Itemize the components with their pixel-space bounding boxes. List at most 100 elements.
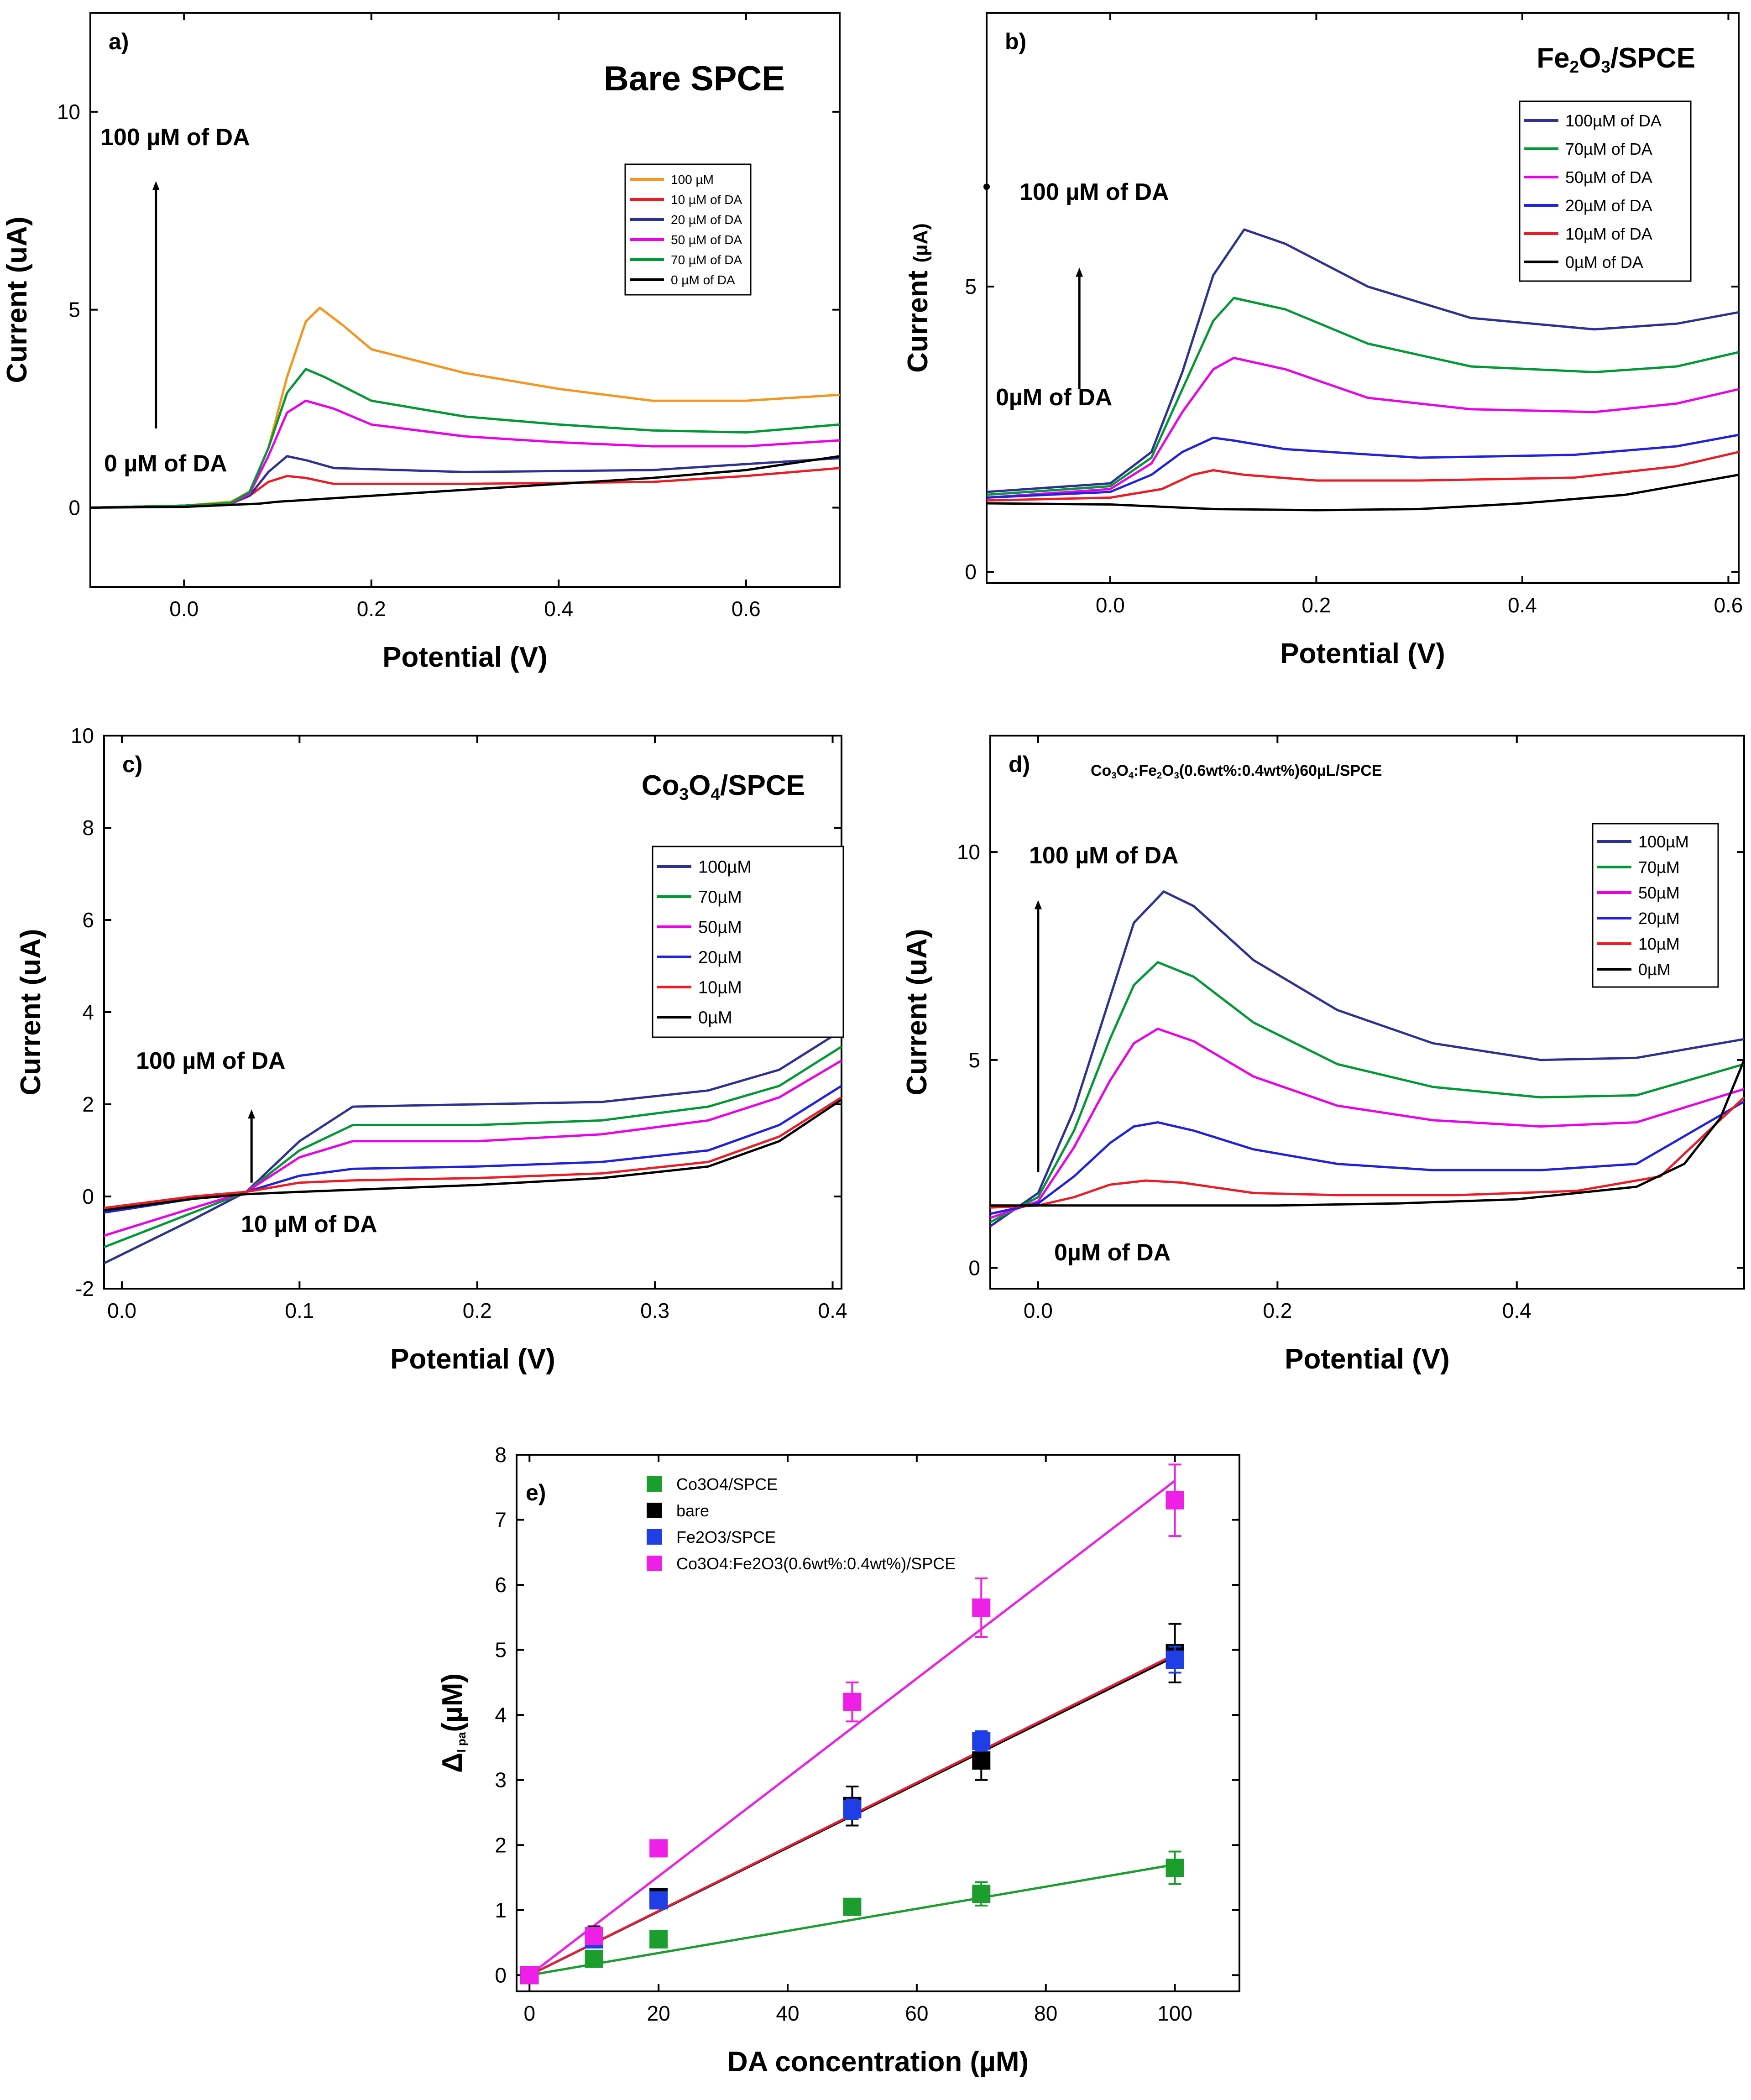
y-axis-title: Current (uA): [15, 929, 47, 1095]
title-part: (0.6wt%:0.4wt%)60µL/SPCE: [1179, 762, 1382, 779]
panel-title: Co3O4/SPCE: [642, 770, 805, 804]
series-curve-2: [986, 297, 1739, 496]
y-axis-title-part: Δ: [437, 1752, 468, 1773]
legend-entry: 10µM of DA: [1565, 225, 1652, 243]
y-axis-title-part: I pa: [455, 1732, 468, 1752]
data-point: [1166, 1859, 1184, 1877]
data-point: [520, 1966, 539, 1985]
y-tick-label: 10: [57, 100, 80, 124]
y-tick-label: 2: [82, 1092, 94, 1116]
legend-box: [1592, 823, 1719, 988]
series-curve-5: [104, 1096, 842, 1209]
legend-box: [1519, 100, 1692, 282]
arrow-top-label: 100 µM of DA: [1019, 179, 1169, 205]
plot-frame: [986, 12, 1740, 584]
arrow-head: [248, 1109, 256, 1119]
legend-entry: Co3O4/SPCE: [676, 1475, 778, 1494]
legend-entry: 70µM: [1638, 858, 1680, 877]
series-curve-1: [103, 1029, 842, 1264]
data-point: [1166, 1491, 1184, 1510]
y-tick-label: 0: [965, 560, 977, 584]
x-tick-label: 0.3: [640, 1299, 669, 1322]
legend-entry: 0µM of DA: [1565, 253, 1643, 272]
legend-entry: 10 µM of DA: [671, 193, 742, 207]
arrow-top-label: 100 µM of DA: [1029, 842, 1179, 869]
panel-a-bare-spce: 0.0 0.2 0.4 0.6 0 5 10 Potential (V) Current (uA…: [1, 12, 841, 673]
y-tick-label: 7: [495, 1508, 507, 1532]
title-part: /SPCE: [1610, 42, 1695, 74]
title-part: O: [1116, 762, 1128, 779]
x-tick-label: 20: [647, 2001, 670, 2025]
series-curve-4: [990, 1100, 1745, 1215]
series-curve-2: [104, 1045, 842, 1249]
subscript: 2: [1157, 771, 1162, 781]
x-tick-label: 0.0: [107, 1299, 136, 1322]
series-curve-6: [104, 1098, 842, 1212]
y-tick-label: 0: [68, 496, 80, 519]
panel-title: Fe2O3/SPCE: [1537, 42, 1695, 76]
plot-frame: [89, 12, 841, 588]
y-tick-label: 5: [968, 1048, 980, 1072]
y-tick-label: 6: [82, 908, 94, 932]
series-curve-1: [986, 228, 1739, 493]
x-tick-label: 60: [905, 2001, 928, 2025]
data-point: [972, 1885, 991, 1903]
data-point: [649, 1891, 668, 1910]
legend-entry: 0 µM of DA: [671, 273, 735, 287]
title-part: Co: [642, 770, 679, 801]
legend-entry: 50µM of DA: [1565, 168, 1652, 187]
y-tick-label: 0: [968, 1256, 980, 1280]
x-tick-label: 0.4: [1502, 1299, 1531, 1322]
y-tick-label: 8: [495, 1443, 507, 1467]
y-tick-label: -2: [75, 1277, 94, 1301]
arrow-bottom-label: 0µM of DA: [1054, 1239, 1171, 1266]
y-axis-title-part: µA: [909, 230, 932, 256]
x-tick-label: 0.0: [169, 597, 199, 621]
legend-entry: 20µM: [698, 948, 742, 967]
subscript: 2: [1570, 57, 1579, 76]
panel-label: d): [1009, 752, 1030, 777]
y-tick-label: 10: [957, 840, 980, 864]
y-axis-title-part: Current: [902, 263, 934, 373]
plot-frame: [989, 735, 1745, 1290]
legend-swatch: [647, 1476, 662, 1492]
y-axis-title-part: (: [909, 256, 932, 263]
y-tick-label: 1: [495, 1898, 507, 1922]
legend-entry: 0µM: [698, 1008, 732, 1028]
subscript: 3: [679, 785, 689, 804]
data-point: [585, 1949, 603, 1968]
x-tick-label: 100: [1157, 2001, 1192, 2025]
x-tick-label: 0.2: [463, 1299, 492, 1322]
marker-dot: [983, 183, 990, 190]
x-axis-title: Potential (V): [382, 642, 548, 673]
legend-entry: 20µM of DA: [1565, 196, 1652, 215]
legend-swatch: [647, 1556, 662, 1571]
panel-title: Bare SPCE: [604, 59, 785, 98]
series-curve-3: [104, 1059, 842, 1237]
y-axis-title: Current (uA): [1, 216, 33, 383]
arrow-top-label: 100 µM of DA: [136, 1048, 286, 1074]
legend-entry: 70µM of DA: [1565, 140, 1652, 158]
y-tick-label: 0: [82, 1185, 94, 1208]
data-point: [843, 1897, 862, 1916]
fit-line-4: [528, 1480, 1176, 1976]
subscript: 3: [1111, 771, 1116, 781]
legend-entry: 50µM: [1638, 883, 1680, 902]
title-part: Fe: [1537, 42, 1569, 74]
series-curve-5: [90, 368, 840, 509]
series-curve-5: [986, 451, 1739, 502]
plot-frame: [516, 1454, 1240, 1992]
x-tick-label: 0.2: [357, 597, 386, 621]
x-axis-title: Potential (V): [1280, 638, 1445, 669]
panel-b-fe2o3-spce: 0.0 0.2 0.4 0.6 0 5 Potential (V) Current (µA) b…: [902, 12, 1743, 669]
legend-entry: 100µM: [1638, 832, 1689, 851]
arrow-bottom-label: 10 µM of DA: [241, 1211, 377, 1238]
legend-swatch: [647, 1503, 662, 1518]
y-tick-label: 8: [82, 816, 94, 840]
legend-entry: 70µM: [698, 888, 742, 907]
series-curve-6: [990, 1059, 1746, 1207]
title-part: /SPCE: [720, 770, 805, 801]
x-tick-label: 0.2: [1301, 593, 1331, 617]
legend-entry: 20µM: [1638, 909, 1680, 928]
